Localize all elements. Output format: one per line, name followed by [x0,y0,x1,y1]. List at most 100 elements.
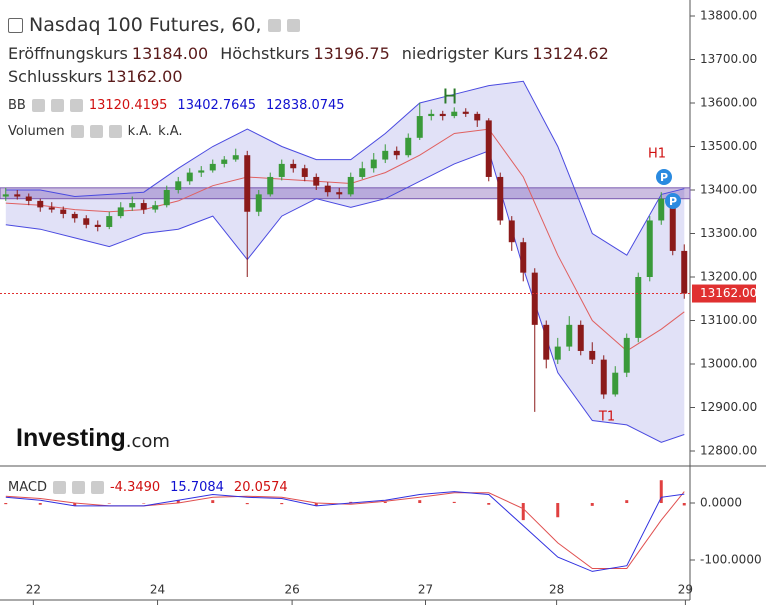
candle-body [267,176,274,195]
histogram-bar [383,501,387,504]
histogram-bar [682,503,686,506]
histogram-bar [280,503,284,505]
icon[interactable] [89,125,103,138]
candle-body [462,111,469,114]
candle-body [416,116,423,138]
candle-body [439,113,446,117]
last-price-label: 13162.00 [700,286,757,300]
ohlc-value: 13196.75 [313,44,390,63]
histogram-bar [176,500,180,504]
candle-body [658,198,665,221]
histogram-bar [73,503,77,506]
candle-body [600,359,607,395]
annotation: T1 [598,410,615,425]
icon[interactable] [90,481,104,494]
ohlc-row: Eröffnungskurs 13184.00 Höchstkurs 13196.75… [8,44,648,86]
icon[interactable] [70,125,84,138]
macd-line [5,491,685,572]
bb-fill [5,81,685,443]
icon[interactable] [69,99,83,112]
macd-values: -4.3490 15.7084 20.0574 [110,480,288,495]
legend-value: 12838.0745 [266,98,345,113]
ohlc-label: Schlusskurs [8,67,103,86]
y-tick-label: 13500.00 [700,139,757,153]
histogram-bar [418,500,422,504]
legend-value: 20.0574 [233,480,288,495]
bb-values: 13120.4195 13402.7645 12838.0745 [89,98,345,113]
icon[interactable] [71,481,85,494]
candle-body [405,137,412,156]
candle-body [71,213,78,219]
histogram-bar [625,500,629,504]
logo-brand: Investing [16,424,126,452]
candle-body [531,272,538,325]
candle-body [48,207,55,210]
candle-body [163,190,170,206]
candle-body [83,218,90,225]
candle-body [25,196,32,201]
candle-body [175,181,182,191]
histogram-bar [107,503,111,504]
candle-body [60,209,67,214]
candle-body [278,163,285,177]
y-tick-label: -100.0000 [700,552,762,566]
marker-label: P [660,171,668,184]
legend-value: -4.3490 [109,480,161,495]
marker [665,193,681,209]
icon[interactable] [31,99,45,112]
volume-legend: Volumen k.A. k.A. [8,124,183,139]
ohlc-value: 13184.00 [131,44,209,63]
candle-body [382,150,389,160]
histogram-bar [211,500,215,504]
icon[interactable] [50,99,64,112]
histogram-bar [556,503,560,518]
ohlc-label: Höchstkurs [220,44,310,63]
settings-icon[interactable] [286,18,300,32]
bb-legend: BB 13120.4195 13402.7645 12838.0745 [8,98,345,113]
candle-body [336,192,343,195]
candle-body [497,176,504,221]
bb-label: BB [8,98,26,113]
y-tick-label: 0.0000 [700,496,742,510]
collapse-icon[interactable] [8,17,23,33]
icon[interactable] [108,125,122,138]
histogram-bar [349,501,353,504]
candle-body [359,168,366,177]
y-tick-label: 13800.00 [700,9,757,23]
volume-label: Volumen [8,124,65,139]
candle-body [623,337,630,373]
bb-lower [5,150,685,443]
candle-body [313,176,320,186]
candle-body [554,346,561,360]
title: Nasdaq 100 Futures, 60, [29,14,262,36]
y-tick-label: 13400.00 [700,183,757,197]
legend-value: 13120.4195 [88,98,168,113]
y-tick-label: 13000.00 [700,356,757,370]
candle-body [612,372,619,395]
title-row: Nasdaq 100 Futures, 60, [8,14,300,36]
volume-value: k.A. [127,124,153,139]
x-tick-label: 29 [678,583,693,597]
logo-suffix: .com [125,431,170,452]
histogram-bar [142,503,146,504]
settings-icon[interactable] [267,18,281,32]
plot-bg [0,0,690,598]
support-zone [0,187,691,200]
candle-body [577,324,584,351]
histogram-bar [4,503,8,505]
histogram-bar [521,503,525,521]
candle-body [117,207,124,217]
candle-body [255,194,262,212]
icon[interactable] [52,481,66,494]
candle-body [290,163,297,169]
ohlc-label: niedrigster Kurs [401,44,529,63]
candle-body [106,216,113,227]
candle-body [232,155,239,160]
candle-body [474,113,481,121]
candle-body [589,350,596,360]
candle-body [198,170,205,173]
histogram-bar [590,503,594,506]
candle-body [129,203,136,208]
y-tick-label: 13700.00 [700,52,757,66]
candle-body [347,176,354,195]
